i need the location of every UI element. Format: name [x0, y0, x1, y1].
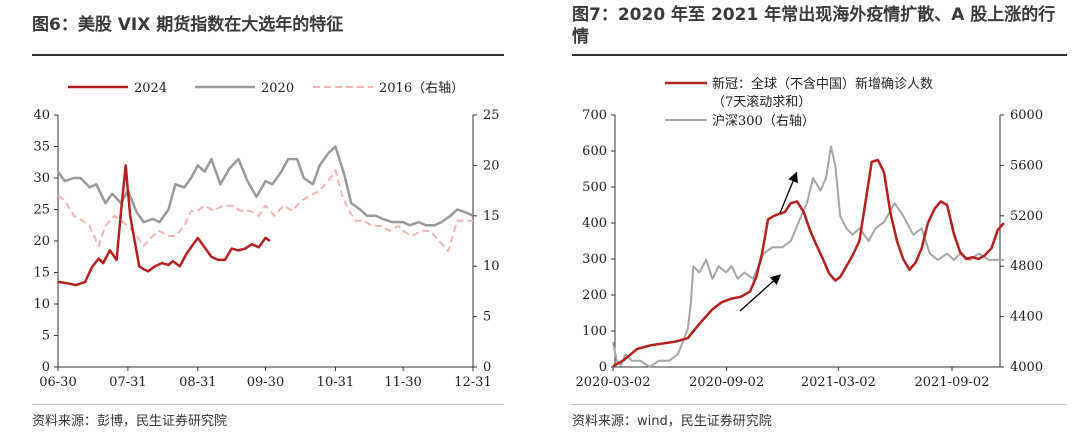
x-tick-label: 2021-09-02 [915, 375, 990, 390]
x-tick-label: 09-30 [247, 375, 284, 390]
y2-tick-label: 25 [483, 108, 500, 123]
x-tick-label: 11-30 [384, 375, 421, 390]
y-tick-label: 10 [33, 297, 50, 312]
x-tick-label: 2020-09-02 [689, 375, 764, 390]
y-tick-label: 0 [599, 360, 607, 375]
title-rule [32, 54, 504, 56]
vix-futures-chart: 0 5 10 15 20 25 30 35 40 0 5 10 15 20 25 06-30 07-31 08-3… [33, 81, 500, 390]
figure-title: 图7：2020 年至 2021 年常出现海外疫情扩散、A 股上涨的行情 [572, 5, 1056, 47]
y-tick-label: 200 [582, 288, 607, 303]
series-line-1 [612, 145, 1004, 368]
y2-tick-label: 0 [483, 360, 491, 375]
x-tick-label: 08-31 [179, 375, 216, 390]
x-tick-label: 07-31 [109, 375, 146, 390]
y-tick-label: 5 [42, 329, 50, 344]
legend-label: 2016（右轴） [379, 81, 464, 96]
y-tick-label: 500 [582, 180, 607, 195]
y-tick-label: 600 [582, 144, 607, 159]
left-figure-panel: 图6：美股 VIX 期货指数在大选年的特征 0 5 10 15 20 25 30 35 40 0 5… [32, 15, 504, 429]
y2-tick-label: 6000 [1010, 108, 1043, 123]
x-tick-label: 12-31 [454, 375, 491, 390]
y-tick-label: 15 [33, 266, 50, 281]
legend-label: 2024 [134, 81, 167, 96]
y2-tick-label: 20 [483, 158, 500, 173]
y-tick-label: 400 [582, 216, 607, 231]
y2-tick-label: 4000 [1010, 360, 1043, 375]
source-note: 资料来源：wind，民生证券研究院 [572, 414, 772, 429]
y2-tick-label: 5 [483, 310, 491, 325]
legend-label: 2020 [261, 81, 294, 96]
x-tick-label: 06-30 [39, 375, 76, 390]
legend-label: 新冠：全球（不含中国）新增确诊人数 [712, 76, 933, 92]
series-line-2016（右轴） [57, 169, 473, 253]
y-tick-label: 25 [33, 203, 50, 218]
figure-title: 图6：美股 VIX 期货指数在大选年的特征 [32, 15, 344, 35]
y-tick-label: 35 [33, 140, 50, 155]
legend-label-continued: （7天滚动求和） [712, 94, 811, 110]
title-rule [572, 54, 1067, 56]
y2-tick-label: 5200 [1010, 209, 1043, 224]
source-rule [572, 404, 1067, 405]
up-arrow-lower [739, 274, 781, 312]
covid-csi300-chart: 0 100 200 300 400 500 600 700 4000 4400 4800 5200 56… [576, 76, 1044, 390]
up-arrow-upper [779, 171, 798, 214]
right-figure-panel: 图7：2020 年至 2021 年常出现海外疫情扩散、A 股上涨的行情 0 100… [540, 0, 1080, 438]
legend-label: 沪深300（右轴） [712, 113, 815, 129]
y-tick-label: 700 [582, 108, 607, 123]
y-tick-label: 300 [582, 252, 607, 267]
y-tick-label: 0 [42, 360, 50, 375]
series-line-2020 [56, 145, 474, 227]
y2-tick-label: 4800 [1010, 259, 1043, 274]
series-line-2024 [57, 164, 271, 287]
source-rule [32, 404, 504, 405]
x-tick-label: 10-31 [317, 375, 354, 390]
y2-tick-label: 5600 [1010, 158, 1043, 173]
y-tick-label: 100 [582, 324, 607, 339]
source-note: 资料来源：彭博，民生证券研究院 [32, 414, 228, 429]
y-tick-label: 20 [33, 234, 50, 249]
x-tick-label: 2021-03-02 [801, 375, 876, 390]
x-tick-label: 2020-03-02 [576, 375, 651, 390]
y2-tick-label: 10 [483, 259, 500, 274]
y2-tick-label: 15 [483, 209, 500, 224]
y-tick-label: 40 [33, 108, 50, 123]
series-line-0 [612, 158, 1005, 368]
y2-tick-label: 4400 [1010, 310, 1043, 325]
y-tick-label: 30 [33, 171, 50, 186]
